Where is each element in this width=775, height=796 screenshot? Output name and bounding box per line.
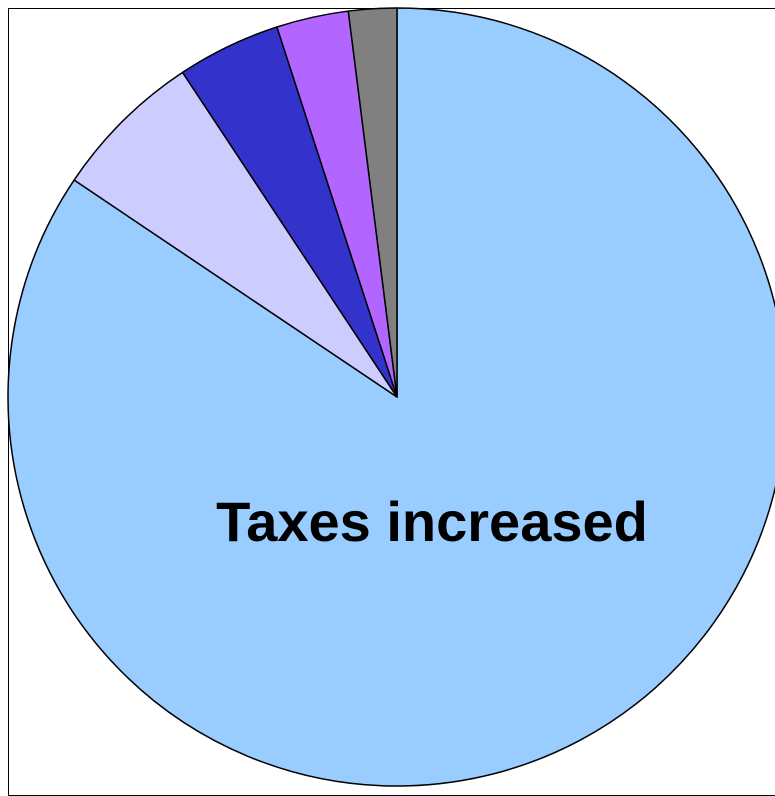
pie-slices <box>7 7 775 787</box>
pie-slice-1 <box>7 7 775 787</box>
pie-labels: Taxes increased <box>216 490 648 553</box>
slice-label-1: Taxes increased <box>216 490 648 553</box>
pie-slice-2 <box>73 71 398 398</box>
pie-slice-5 <box>347 7 398 398</box>
